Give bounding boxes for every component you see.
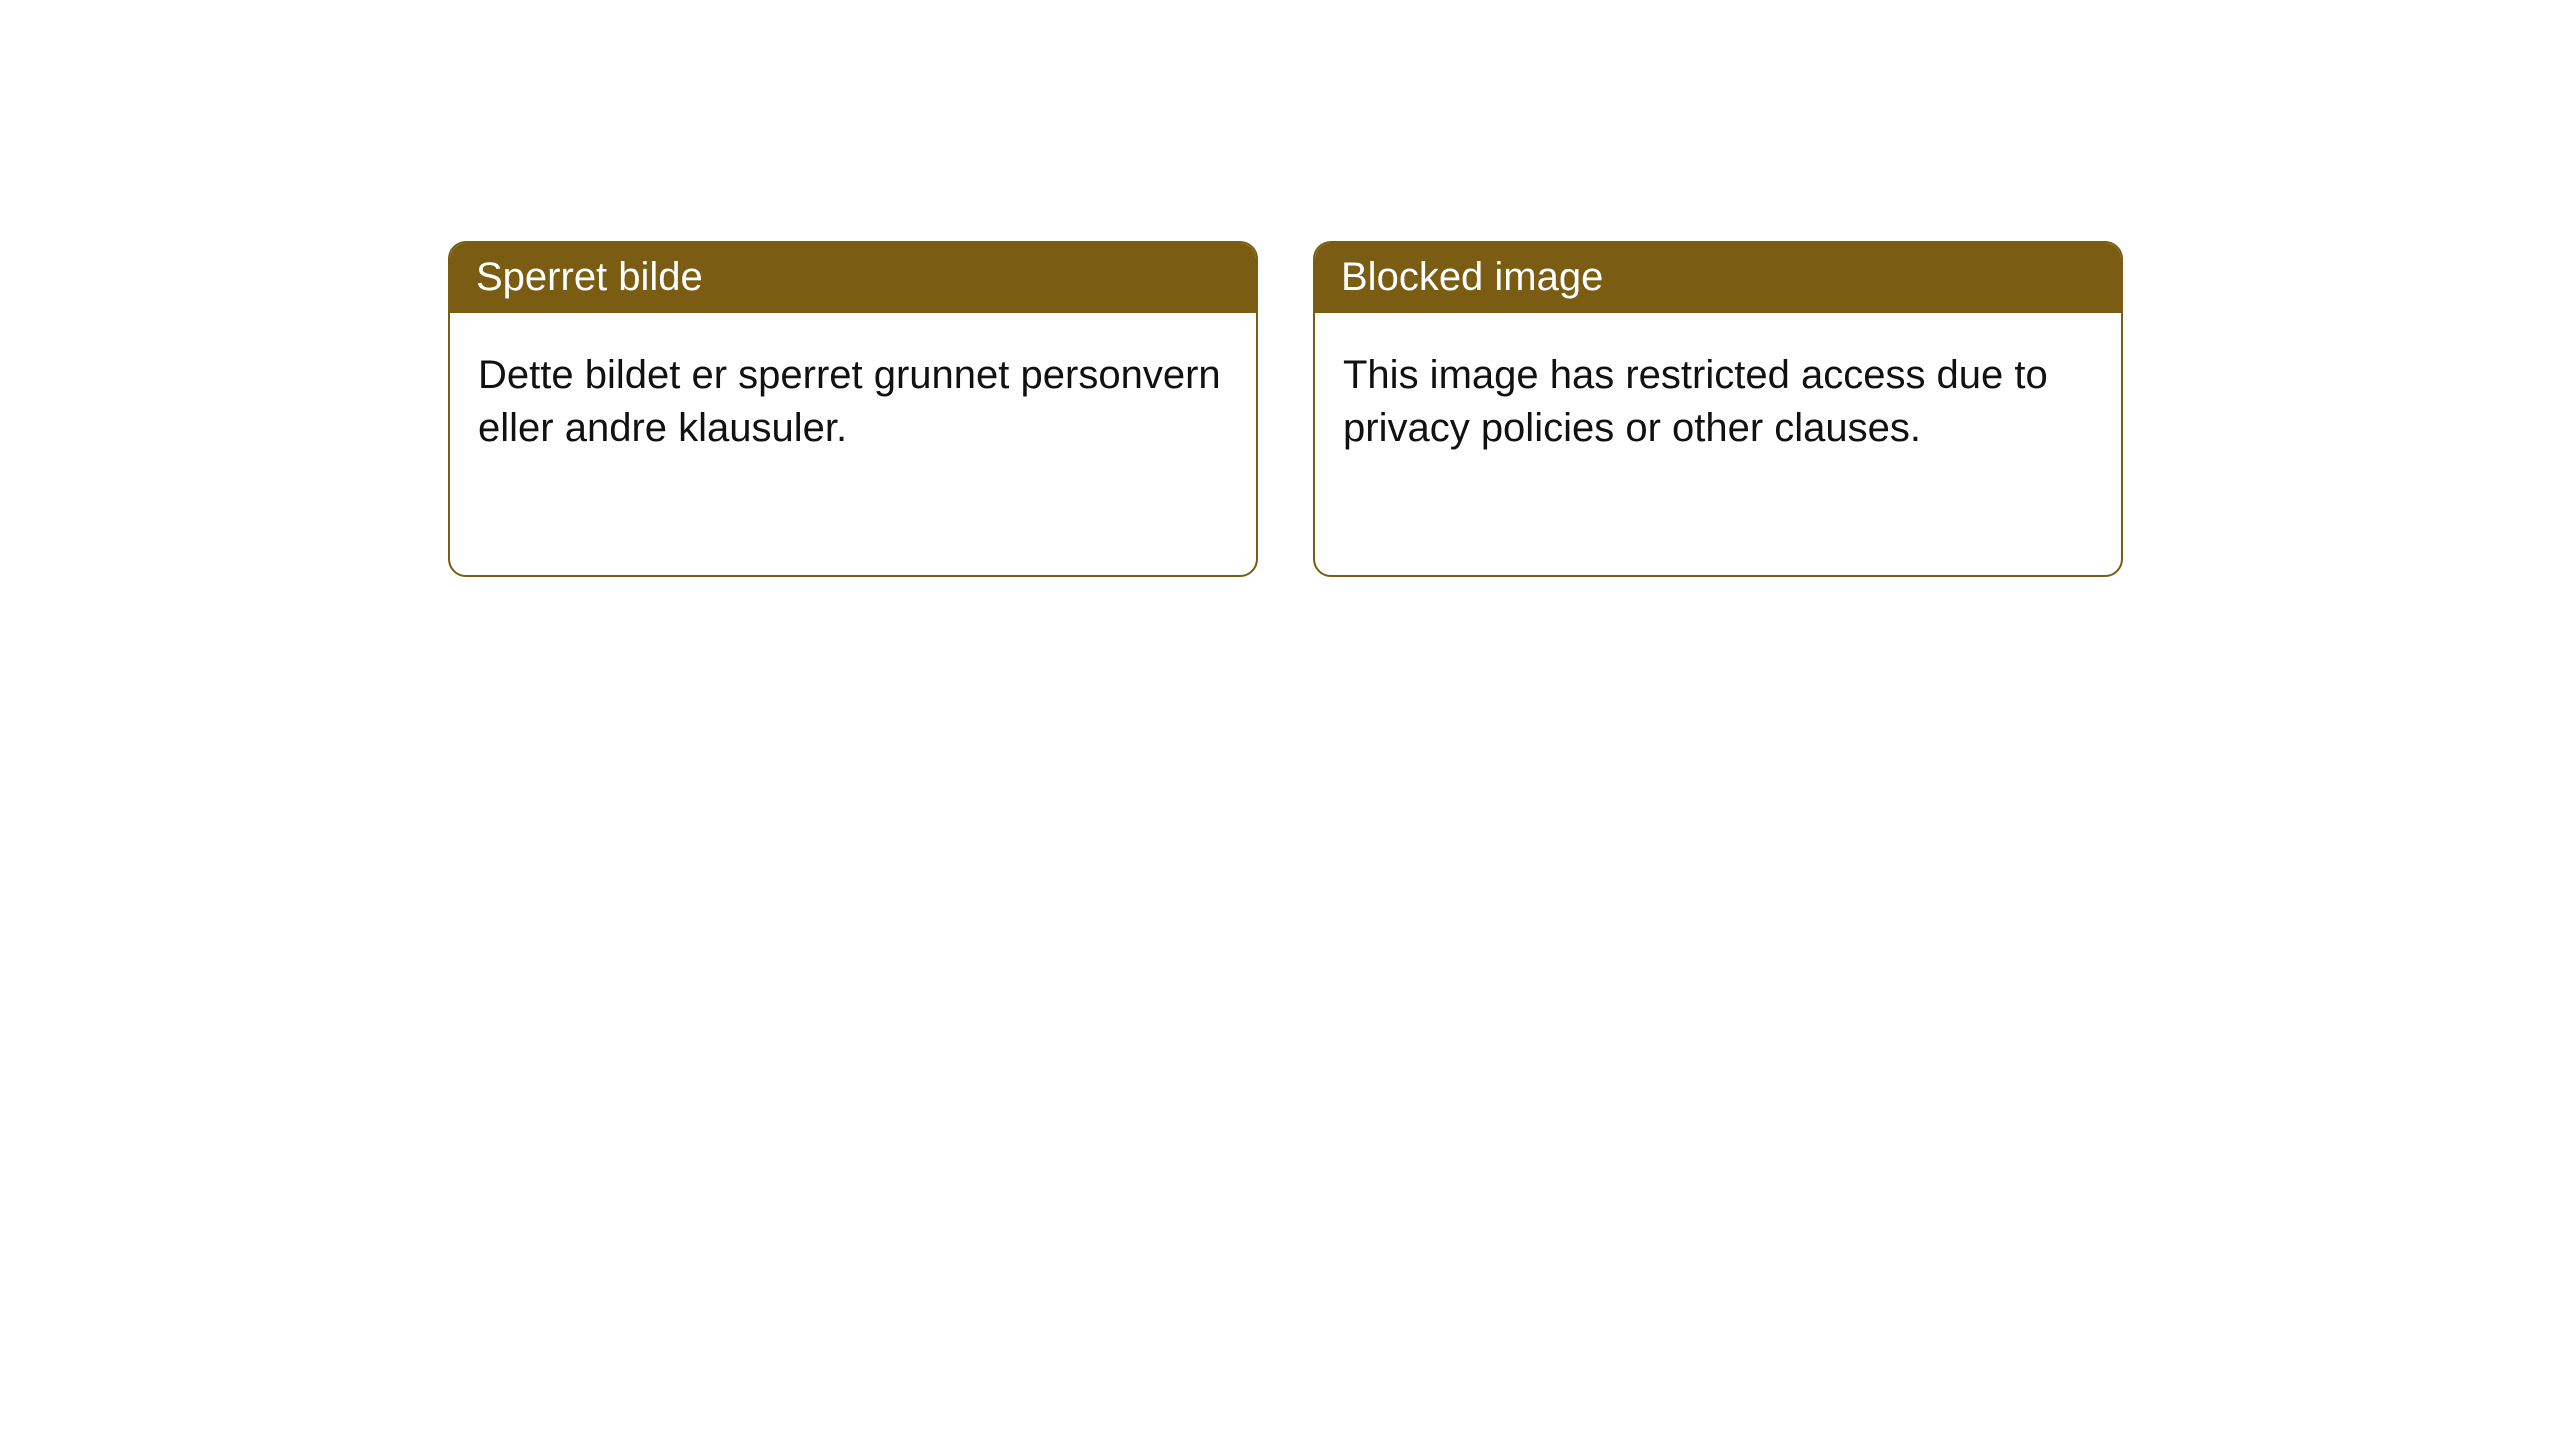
notice-title-nb: Sperret bilde [450,243,1256,313]
notice-box-nb: Sperret bilde Dette bildet er sperret gr… [448,241,1258,577]
notice-body-nb: Dette bildet er sperret grunnet personve… [450,313,1256,483]
notice-title-en: Blocked image [1315,243,2121,313]
notice-box-en: Blocked image This image has restricted … [1313,241,2123,577]
notice-body-en: This image has restricted access due to … [1315,313,2121,483]
notices-container: Sperret bilde Dette bildet er sperret gr… [0,0,2560,577]
